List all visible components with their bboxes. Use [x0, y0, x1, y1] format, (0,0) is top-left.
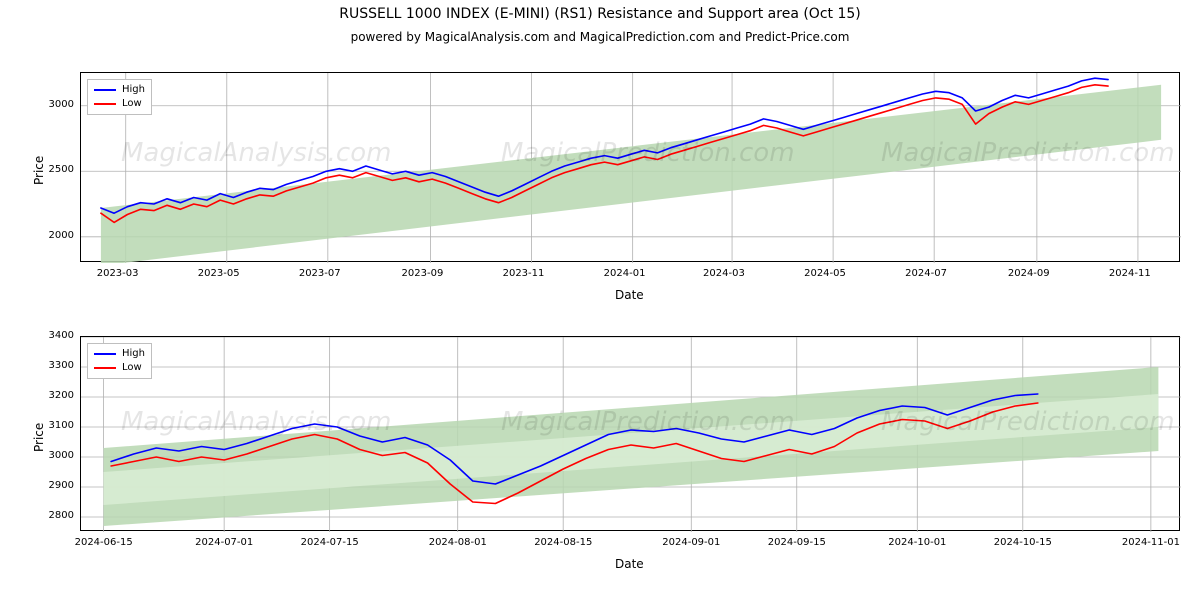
legend-top: HighLow [87, 79, 152, 115]
xtick-label: 2024-11-01 [1122, 537, 1180, 548]
xtick-label: 2024-09-01 [662, 537, 720, 548]
top-chart-panel: HighLow MagicalAnalysis.com MagicalPredi… [80, 72, 1180, 262]
xlabel-top: Date [615, 288, 644, 302]
legend-swatch [94, 103, 116, 105]
legend-swatch [94, 367, 116, 369]
xtick-label: 2024-07-15 [301, 537, 359, 548]
ylabel-bottom: Price [32, 422, 46, 451]
xtick-label: 2024-11 [1109, 268, 1151, 279]
chart-subtitle: powered by MagicalAnalysis.com and Magic… [0, 30, 1200, 44]
bottom-chart-panel: HighLow MagicalAnalysis.com MagicalPredi… [80, 336, 1180, 531]
legend-swatch [94, 89, 116, 91]
legend-label: High [122, 347, 145, 361]
legend-item: High [94, 83, 145, 97]
ytick-label: 2800 [49, 510, 74, 521]
xtick-label: 2024-08-01 [429, 537, 487, 548]
ytick-label: 3400 [49, 330, 74, 341]
chart-title: RUSSELL 1000 INDEX (E-MINI) (RS1) Resist… [0, 6, 1200, 22]
bottom-chart-svg [81, 337, 1181, 532]
legend-bottom: HighLow [87, 343, 152, 379]
ytick-label: 2500 [49, 164, 74, 175]
xtick-label: 2024-07-01 [195, 537, 253, 548]
legend-item: Low [94, 361, 145, 375]
legend-item: High [94, 347, 145, 361]
ylabel-top: Price [32, 156, 46, 185]
xtick-label: 2024-10-01 [888, 537, 946, 548]
xtick-label: 2023-11 [503, 268, 545, 279]
xtick-label: 2023-07 [299, 268, 341, 279]
legend-label: Low [122, 361, 142, 375]
xtick-label: 2024-10-15 [994, 537, 1052, 548]
xtick-label: 2024-05 [804, 268, 846, 279]
page-root: { "title": "RUSSELL 1000 INDEX (E-MINI) … [0, 0, 1200, 600]
xtick-label: 2024-07 [905, 268, 947, 279]
xtick-label: 2024-06-15 [75, 537, 133, 548]
top-chart-svg [81, 73, 1181, 263]
ytick-label: 3200 [49, 390, 74, 401]
legend-label: Low [122, 97, 142, 111]
xtick-label: 2023-03 [97, 268, 139, 279]
xtick-label: 2024-09 [1008, 268, 1050, 279]
legend-label: High [122, 83, 145, 97]
xtick-label: 2024-08-15 [534, 537, 592, 548]
xtick-label: 2024-03 [703, 268, 745, 279]
xtick-label: 2024-01 [604, 268, 646, 279]
xtick-label: 2023-09 [402, 268, 444, 279]
ytick-label: 3000 [49, 99, 74, 110]
legend-swatch [94, 353, 116, 355]
ytick-label: 3100 [49, 420, 74, 431]
ytick-label: 3000 [49, 450, 74, 461]
ytick-label: 2900 [49, 480, 74, 491]
xlabel-bottom: Date [615, 557, 644, 571]
xtick-label: 2023-05 [198, 268, 240, 279]
legend-item: Low [94, 97, 145, 111]
ytick-label: 2000 [49, 230, 74, 241]
ytick-label: 3300 [49, 360, 74, 371]
xtick-label: 2024-09-15 [768, 537, 826, 548]
